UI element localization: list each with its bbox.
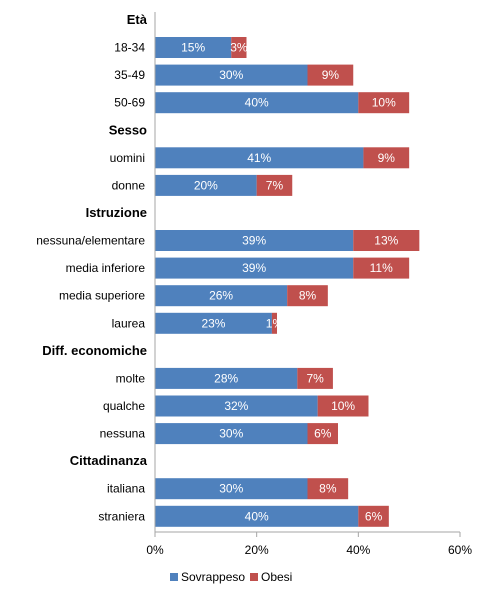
data-label: 30%	[219, 482, 243, 496]
category-label: laurea	[112, 316, 146, 330]
data-label: 8%	[299, 289, 317, 303]
bar-obesi	[287, 285, 328, 307]
bar-obesi	[353, 230, 420, 251]
data-label: 10%	[331, 399, 355, 413]
legend-label: Obesi	[261, 570, 292, 584]
x-axis: 0% 20% 40% 60%	[146, 12, 472, 557]
bar-obesi	[358, 505, 389, 527]
category-label: straniera	[98, 509, 145, 523]
bars-layer: 15% 3% 30% 9% 40% 10% 41% 9% 20% 7% 39% 13% 39% 11% 26…	[155, 37, 420, 527]
data-label: 39%	[242, 234, 266, 248]
bar-obesi	[231, 37, 247, 58]
category-label: nessuna/elementare	[36, 234, 145, 248]
x-tick-label: 20%	[245, 543, 269, 557]
data-label: 9%	[378, 151, 396, 165]
category-label: 50-69	[114, 96, 145, 110]
category-label: 35-49	[114, 68, 145, 82]
x-tick-label: 60%	[448, 543, 472, 557]
data-label: 7%	[306, 371, 324, 385]
bar-sovrappeso	[155, 147, 364, 169]
legend-label: Sovrappeso	[181, 570, 245, 584]
data-label: 6%	[314, 427, 332, 441]
category-label: italiana	[107, 482, 145, 496]
category-label: donne	[112, 178, 146, 192]
data-label: 40%	[245, 509, 269, 523]
bar-obesi	[363, 147, 410, 169]
data-label: 3%	[230, 41, 248, 55]
category-label: media superiore	[59, 289, 145, 303]
x-tick-label: 0%	[146, 543, 164, 557]
data-label: 1%	[266, 316, 284, 330]
bar-sovrappeso	[155, 367, 298, 389]
group-title: Istruzione	[86, 205, 147, 220]
bar-sovrappeso	[155, 478, 308, 500]
data-label: 10%	[372, 96, 396, 110]
data-label: 6%	[365, 509, 383, 523]
data-label: 13%	[374, 234, 398, 248]
data-label: 32%	[224, 399, 248, 413]
data-label: 7%	[266, 178, 284, 192]
bar-sovrappeso	[155, 174, 257, 196]
data-label: 41%	[247, 151, 271, 165]
category-label: qualche	[103, 399, 145, 413]
data-label: 30%	[219, 68, 243, 82]
bar-obesi	[297, 367, 333, 389]
bar-sovrappeso	[155, 37, 232, 58]
legend-swatch-obesi	[250, 573, 258, 581]
bar-obesi	[271, 312, 277, 334]
data-label: 28%	[214, 371, 238, 385]
data-label: 11%	[370, 261, 393, 275]
group-title: Diff. economiche	[42, 343, 147, 358]
data-label: 40%	[245, 96, 269, 110]
category-label: 18-34	[114, 41, 145, 55]
data-label: 30%	[219, 427, 243, 441]
category-label: media inferiore	[66, 261, 146, 275]
bar-obesi	[307, 64, 354, 86]
group-title: Età	[127, 12, 148, 27]
legend-swatch-sovrappeso	[170, 573, 178, 581]
bar-sovrappeso	[155, 285, 288, 307]
bar-sovrappeso	[155, 92, 359, 114]
bar-obesi	[307, 423, 338, 445]
bar-sovrappeso	[155, 230, 354, 251]
data-label: 8%	[319, 482, 337, 496]
category-label: uomini	[110, 151, 145, 165]
bar-obesi	[358, 92, 410, 114]
data-label: 15%	[181, 41, 205, 55]
data-label: 39%	[242, 261, 266, 275]
bar-obesi	[307, 478, 349, 500]
bar-sovrappeso	[155, 64, 308, 86]
category-label: nessuna	[100, 427, 146, 441]
groups-layer: Età 18-34 35-49 50-69 Sesso uomini donne Istruz…	[36, 12, 148, 523]
bar-sovrappeso	[155, 423, 308, 445]
bar-sovrappeso	[155, 505, 359, 527]
legend: Sovrappeso Obesi	[170, 570, 292, 584]
bar-obesi	[256, 174, 293, 196]
bar-sovrappeso	[155, 312, 272, 334]
group-title: Cittadinanza	[70, 453, 148, 468]
data-label: 23%	[201, 316, 225, 330]
data-label: 26%	[209, 289, 233, 303]
bar-sovrappeso	[155, 257, 354, 279]
data-label: 9%	[322, 68, 340, 82]
data-label: 20%	[194, 178, 218, 192]
x-tick-label: 40%	[346, 543, 370, 557]
bar-obesi	[317, 395, 369, 417]
category-label: molte	[116, 371, 146, 385]
group-title: Sesso	[109, 122, 147, 137]
bar-obesi	[353, 257, 410, 279]
bar-sovrappeso	[155, 395, 318, 417]
